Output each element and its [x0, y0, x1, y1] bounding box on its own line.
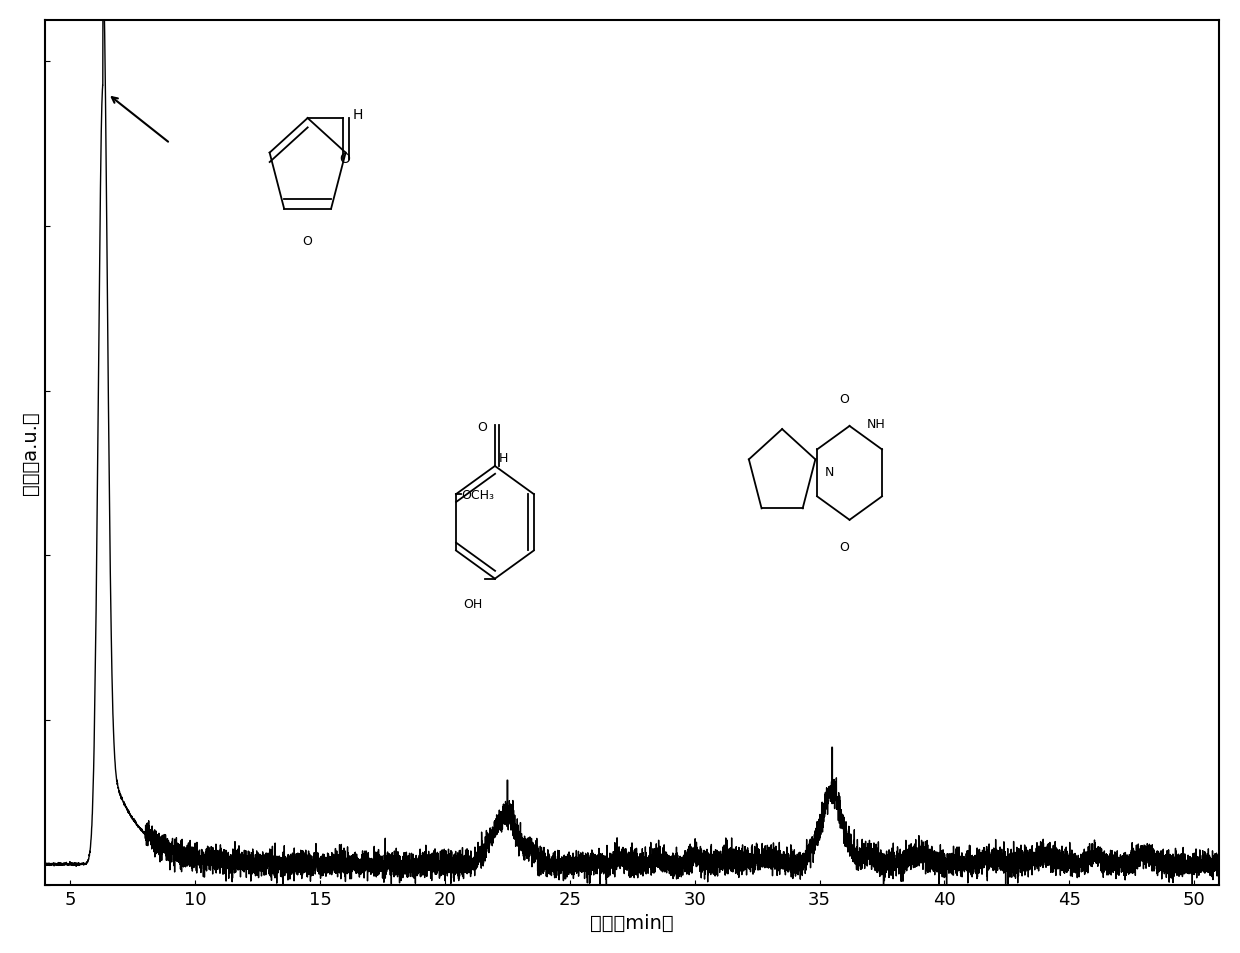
Text: NH: NH — [867, 417, 885, 431]
Text: O: O — [839, 541, 849, 554]
Text: O: O — [340, 152, 351, 166]
Text: N: N — [825, 465, 835, 478]
Text: O: O — [303, 234, 312, 248]
Text: OCH₃: OCH₃ — [461, 488, 494, 501]
Y-axis label: 强度（a.u.）: 强度（a.u.） — [21, 411, 40, 495]
Text: O: O — [477, 420, 487, 434]
Text: O: O — [839, 393, 849, 406]
X-axis label: 时间（min）: 时间（min） — [590, 913, 675, 932]
Text: OH: OH — [464, 598, 482, 610]
Text: H: H — [352, 108, 363, 122]
Text: H: H — [498, 452, 508, 465]
